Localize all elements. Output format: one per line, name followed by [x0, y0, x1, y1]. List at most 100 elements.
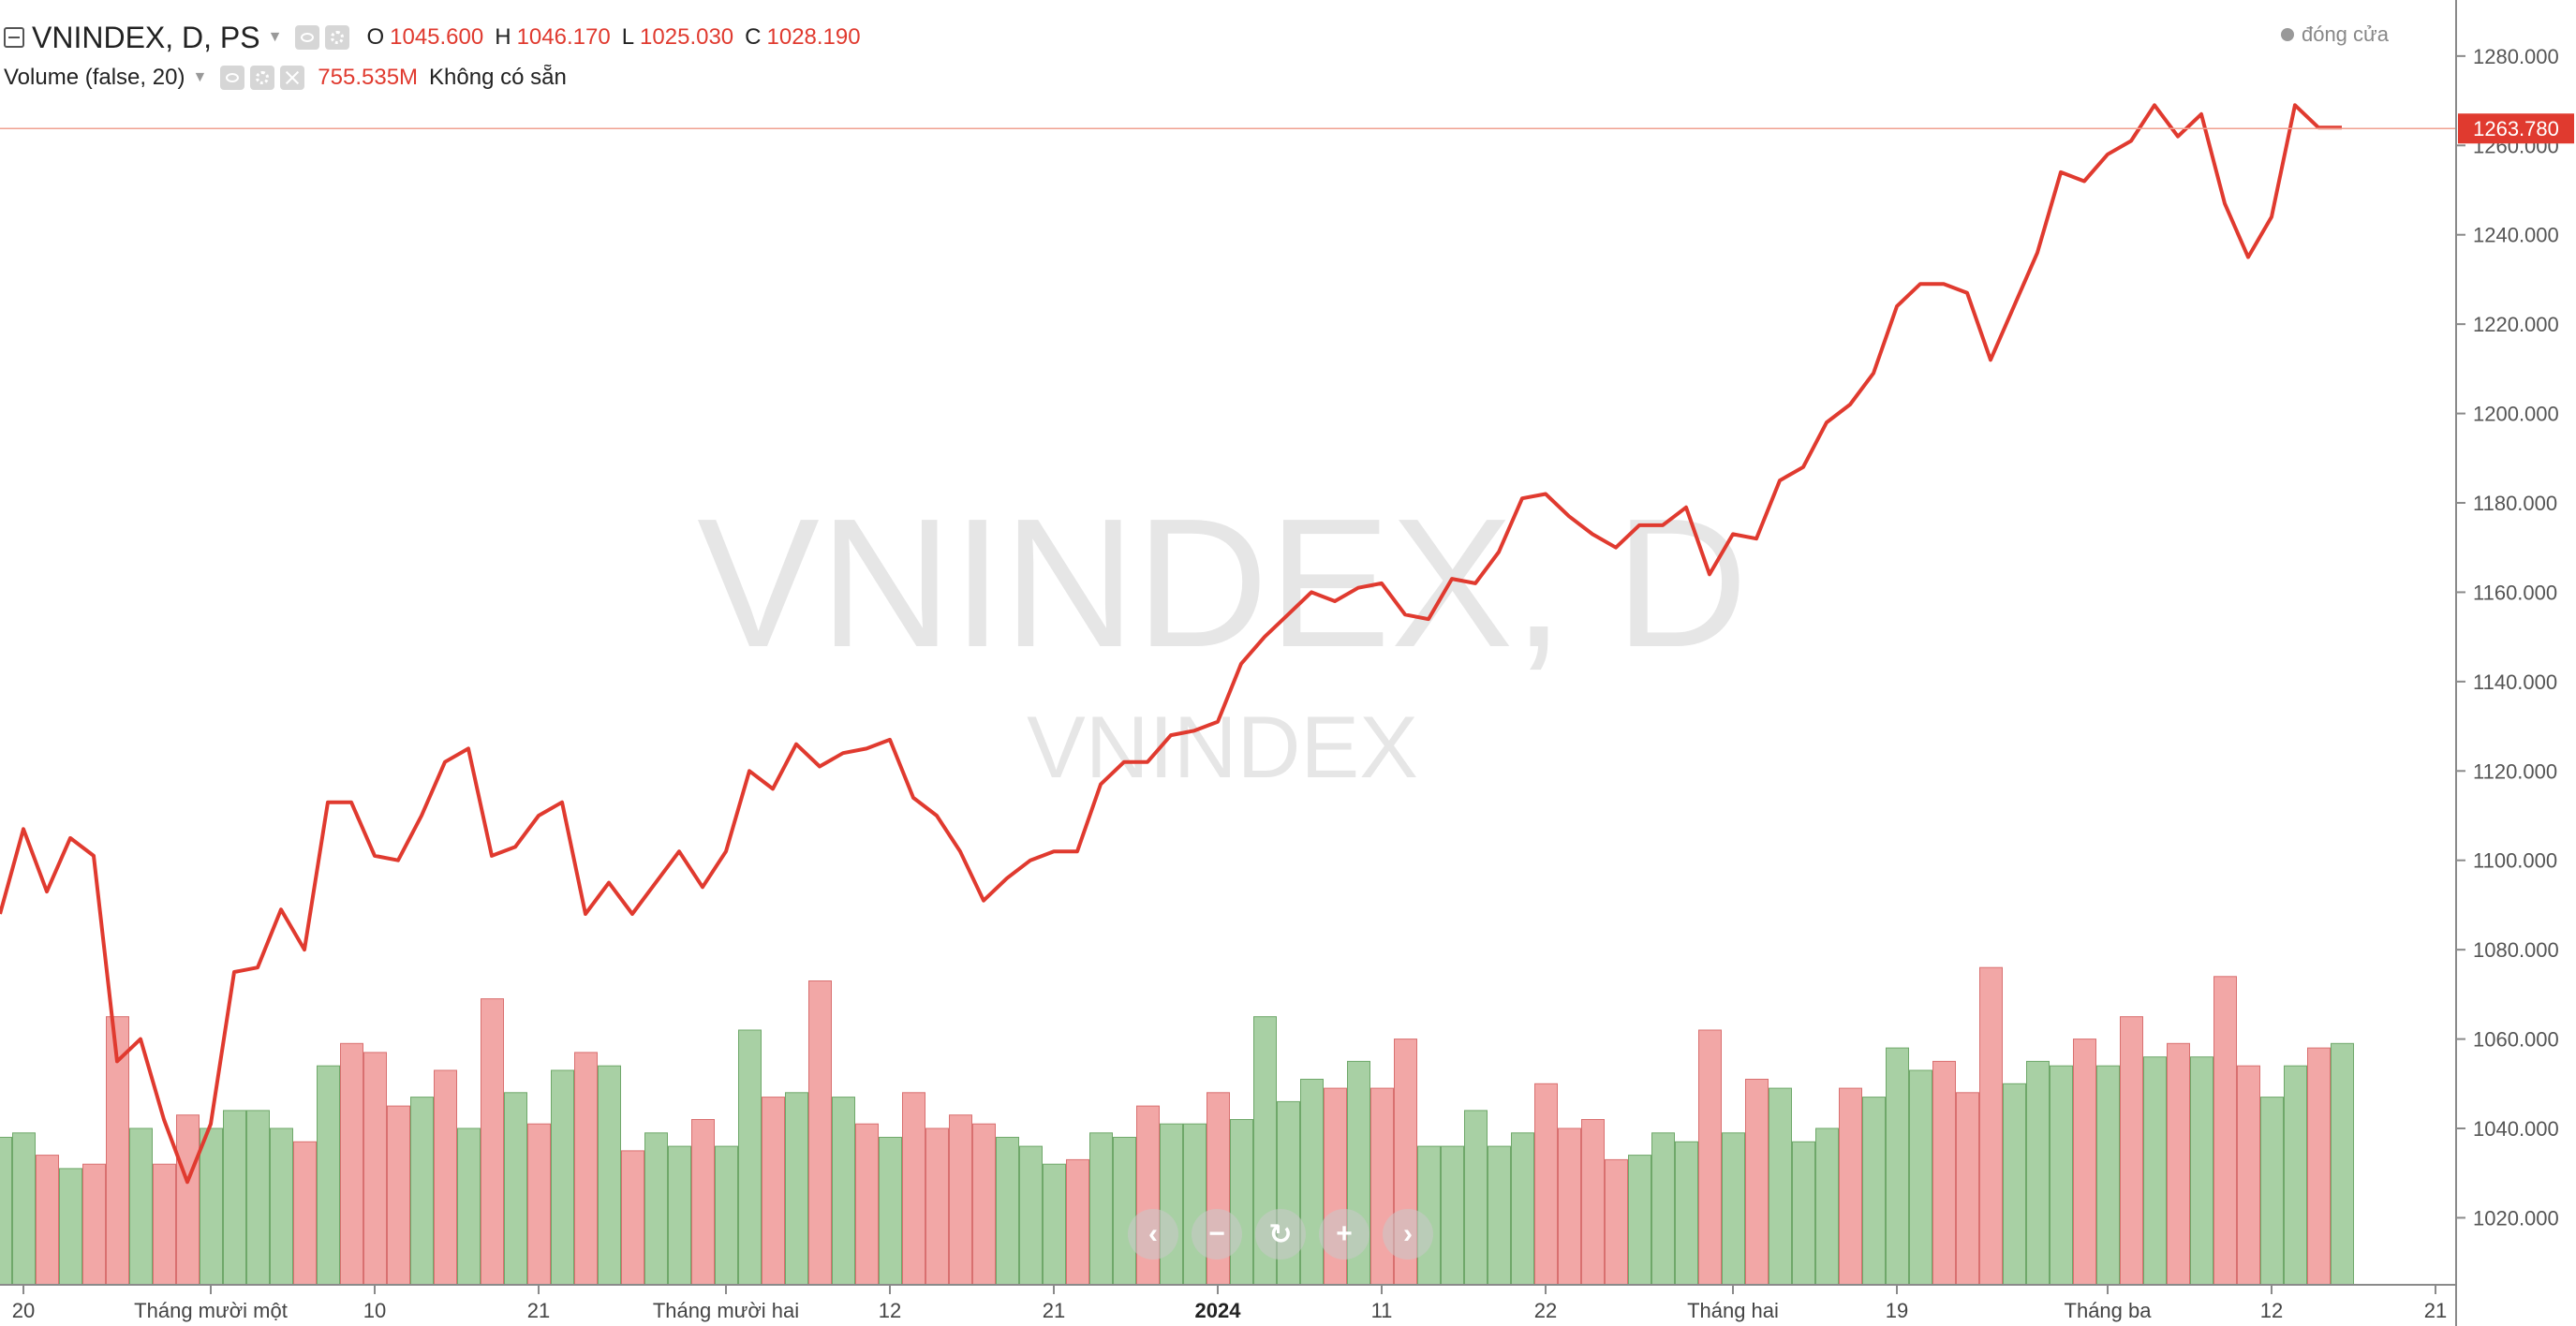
volume-title[interactable]: Volume (false, 20) [4, 65, 185, 90]
volume-bar [0, 1137, 12, 1286]
x-tick-label: 11 [1371, 1299, 1393, 1322]
chart-navigation: ‹ − ↻ + › [1128, 1209, 1446, 1260]
x-tick-label: Tháng ba [2065, 1299, 2153, 1322]
volume-visibility-icon[interactable] [220, 66, 245, 90]
watermark: VNINDEX, D VNINDEX [697, 480, 1748, 796]
volume-bar [363, 1052, 387, 1286]
x-tick-label: 10 [363, 1299, 386, 1322]
volume-bar [1651, 1132, 1675, 1286]
scroll-left-button[interactable]: ‹ [1128, 1209, 1178, 1260]
x-tick-label: 20 [12, 1299, 35, 1322]
volume-bar [1066, 1158, 1089, 1286]
visibility-icon[interactable] [295, 25, 320, 50]
volume-bar [387, 1105, 410, 1286]
volume-bar [1581, 1119, 1605, 1286]
y-tick-label: 1040.000 [2473, 1117, 2559, 1141]
volume-bar [129, 1127, 153, 1286]
volume-dropdown-icon[interactable]: ▼ [192, 69, 208, 85]
volume-bar [2050, 1065, 2073, 1286]
market-status: đóng cửa [2280, 22, 2389, 47]
price-line [0, 103, 2342, 1185]
volume-bar [1956, 1092, 1979, 1286]
y-tick-label: 1060.000 [2473, 1028, 2559, 1052]
open-key: O [366, 24, 385, 50]
volume-bar [668, 1145, 691, 1286]
y-tick-label: 1160.000 [2473, 581, 2557, 604]
volume-bar [832, 1097, 855, 1286]
volume-bar [644, 1132, 668, 1286]
volume-bar [1605, 1158, 1628, 1286]
volume-bar [738, 1029, 762, 1286]
volume-bar [340, 1042, 363, 1286]
volume-remove-icon[interactable] [280, 66, 305, 90]
y-tick-label: 1120.000 [2473, 759, 2557, 783]
x-tick-label: 21 [1043, 1299, 1065, 1322]
volume-settings-icon[interactable] [250, 66, 275, 90]
x-tick-label: Tháng hai [1687, 1299, 1779, 1322]
last-price-badge [2458, 113, 2574, 144]
volume-bar [2213, 976, 2237, 1286]
volume-bar [972, 1123, 996, 1286]
volume-bar [1511, 1132, 1534, 1286]
x-tick-label: 12 [2260, 1299, 2283, 1322]
symbol-dropdown-icon[interactable]: ▼ [267, 29, 283, 45]
volume-bar [762, 1097, 785, 1286]
y-tick-label: 1220.000 [2473, 313, 2559, 336]
volume-bar [902, 1092, 925, 1286]
volume-bar [551, 1069, 574, 1286]
volume-bar [1441, 1145, 1464, 1286]
volume-bar [2331, 1042, 2354, 1286]
symbol-title[interactable]: VNINDEX, D, PS [32, 20, 260, 54]
low-key: L [621, 24, 635, 50]
zoom-in-button[interactable]: + [1319, 1209, 1369, 1260]
volume-bar [1932, 1060, 1956, 1286]
volume-bar [2284, 1065, 2307, 1286]
volume-bar [481, 998, 504, 1286]
volume-bar [1722, 1132, 1745, 1286]
close-key: C [745, 24, 762, 50]
volume-bar [223, 1110, 246, 1286]
volume-bar [1464, 1110, 1488, 1286]
volume-bar [1160, 1123, 1183, 1286]
volume-bar [2237, 1065, 2260, 1286]
volume-bar [621, 1150, 644, 1286]
close-value: 1028.190 [766, 24, 861, 50]
volume-unavailable-text: Không có sẵn [429, 65, 567, 90]
volume-bar [504, 1092, 527, 1286]
volume-bar [879, 1137, 902, 1286]
volume-bar [996, 1137, 1019, 1286]
reset-button[interactable]: ↻ [1255, 1209, 1306, 1260]
volume-bar [2260, 1097, 2284, 1286]
volume-bar [293, 1141, 317, 1286]
volume-bar [12, 1132, 36, 1286]
y-tick-label: 1100.000 [2473, 849, 2557, 873]
x-tick-label: 22 [1534, 1299, 1557, 1322]
volume-bar [1698, 1029, 1722, 1286]
x-tick-label: 12 [879, 1299, 901, 1322]
settings-icon[interactable] [325, 25, 350, 50]
status-dot-icon [2280, 28, 2294, 41]
volume-bar [2167, 1042, 2190, 1286]
y-tick-label: 1200.000 [2473, 403, 2559, 426]
collapse-icon[interactable] [4, 27, 24, 48]
scroll-right-button[interactable]: › [1383, 1209, 1433, 1260]
volume-bar [2143, 1056, 2167, 1286]
volume-bar [457, 1127, 481, 1286]
volume-bar [1558, 1127, 1581, 1286]
x-tick-label: 21 [2424, 1299, 2447, 1322]
volume-bar [36, 1155, 59, 1286]
volume-bar [2073, 1039, 2096, 1286]
volume-bar [1862, 1097, 1886, 1286]
volume-bar [785, 1092, 808, 1286]
main-legend: VNINDEX, D, PS ▼ O 1045.600 H 1046.170 L… [4, 17, 861, 58]
volume-bar [1019, 1145, 1043, 1286]
volume-bar [1839, 1087, 1862, 1286]
volume-bar [1488, 1145, 1511, 1286]
volume-bars [0, 966, 2354, 1286]
volume-bar [2096, 1065, 2120, 1286]
volume-bar [270, 1127, 293, 1286]
zoom-out-button[interactable]: − [1192, 1209, 1242, 1260]
volume-bar [1979, 966, 2003, 1286]
